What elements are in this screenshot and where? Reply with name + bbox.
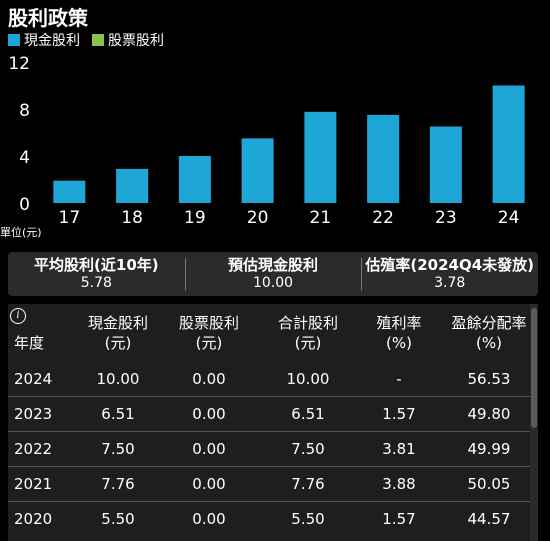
- table-cell: 2020: [14, 510, 53, 528]
- table-cell: 56.53: [467, 370, 511, 388]
- table-cell: 2022: [14, 440, 53, 458]
- header-label: 殖利率: [376, 314, 422, 332]
- table-header: 年度 現金股利 (元) 股票股利 (元) 合計股利 (元) 殖利率 (%) 盈餘…: [8, 304, 538, 362]
- table-cell: 5.50: [101, 510, 135, 528]
- x-tick-label: 17: [59, 208, 81, 228]
- header-stock-dividend: 股票股利 (元): [160, 313, 258, 353]
- y-axis-label: 單位(元): [0, 225, 42, 239]
- table-row: 2023 6.51 0.00 6.51 1.57 49.80: [8, 396, 538, 431]
- legend-swatch-stock: [92, 34, 104, 46]
- table-row: 2020 5.50 0.00 5.50 1.57 44.57: [8, 501, 538, 536]
- legend-item-stock[interactable]: 股票股利: [92, 30, 164, 50]
- table-cell: 49.80: [467, 405, 511, 423]
- header-total-dividend: 合計股利 (元): [258, 313, 358, 353]
- header-year: 年度: [8, 313, 76, 353]
- summary-value: 5.78: [80, 275, 112, 291]
- info-icon[interactable]: i: [10, 308, 26, 324]
- table-cell: 5.50: [291, 510, 325, 528]
- header-unit: (%): [386, 334, 412, 352]
- header-cash-dividend: 現金股利 (元): [76, 313, 160, 353]
- summary-value: 10.00: [252, 275, 294, 291]
- table-cell: 1.57: [382, 510, 416, 528]
- table-row: 2021 7.76 0.00 7.76 3.88 50.05: [8, 466, 538, 501]
- table-cell: 7.76: [291, 475, 325, 493]
- table-cell: 7.76: [101, 475, 135, 493]
- table-cell: 3.81: [382, 440, 416, 458]
- y-tick-label: 8: [19, 101, 30, 121]
- legend-label-cash: 現金股利: [24, 33, 80, 49]
- table-cell: 6.51: [291, 405, 325, 423]
- header-label: 股票股利: [178, 314, 239, 332]
- table-row: 2022 7.50 0.00 7.50 3.81 49.99: [8, 431, 538, 466]
- table-cell: 0.00: [192, 370, 226, 388]
- table-cell: 7.50: [291, 440, 325, 458]
- table-cell: 44.57: [467, 510, 511, 528]
- header-unit: (元): [294, 334, 322, 352]
- header-label: 盈餘分配率: [451, 314, 527, 332]
- header-yield: 殖利率 (%): [358, 313, 440, 353]
- header-unit: (%): [476, 334, 502, 352]
- x-tick-label: 19: [184, 208, 206, 228]
- table-cell: 0.00: [192, 440, 226, 458]
- y-tick-label: 0: [19, 195, 30, 215]
- table-row: 2024 10.00 0.00 10.00 - 56.53: [8, 362, 538, 396]
- table-cell: 2021: [14, 475, 53, 493]
- table-cell: 0.00: [192, 405, 226, 423]
- dividend-bar-chart: 0 4 8 12 單位(元) 17 18 19 20 21 22 23 24: [0, 54, 525, 239]
- table-cell: -: [396, 370, 402, 388]
- y-tick-label: 12: [8, 54, 30, 74]
- legend-swatch-cash: [8, 34, 20, 46]
- bar-cash: [53, 180, 86, 203]
- header-year-label: 年度: [14, 334, 45, 352]
- bar-cash: [492, 85, 525, 203]
- table-cell: 3.88: [382, 475, 416, 493]
- x-tick-label: 21: [310, 208, 332, 228]
- page-title: 股利政策: [8, 6, 88, 30]
- header-label: 現金股利: [87, 314, 148, 332]
- header-label: 合計股利: [277, 314, 338, 332]
- bar-cash: [241, 138, 274, 203]
- table-cell: 6.51: [101, 405, 135, 423]
- table-cell: 1.57: [382, 405, 416, 423]
- bar-cash: [178, 156, 211, 203]
- bar-cash: [367, 114, 400, 203]
- x-tick-label: 18: [121, 208, 143, 228]
- x-tick-label: 23: [435, 208, 457, 228]
- table-cell: 49.99: [467, 440, 511, 458]
- legend-item-cash[interactable]: 現金股利: [8, 30, 80, 50]
- header-payout-ratio: 盈餘分配率 (%): [440, 313, 538, 353]
- dividend-table[interactable]: i 年度 現金股利 (元) 股票股利 (元) 合計股利 (元) 殖利率 (%) …: [8, 304, 538, 541]
- summary-bar: 平均股利(近10年) 5.78 預估現金股利 10.00 估殖率(2024Q4未…: [8, 252, 538, 296]
- summary-label: 平均股利(近10年): [34, 256, 159, 274]
- table-cell: 2023: [14, 405, 53, 423]
- x-tick-label: 22: [372, 208, 394, 228]
- table-cell: 7.50: [101, 440, 135, 458]
- bar-cash: [304, 111, 337, 203]
- summary-label: 預估現金股利: [228, 256, 319, 274]
- table-cell: 2024: [14, 370, 53, 388]
- y-tick-label: 4: [19, 148, 30, 168]
- summary-est-cash-dividend: 預估現金股利 10.00: [184, 252, 362, 296]
- legend-label-stock: 股票股利: [108, 33, 164, 49]
- table-cell: 0.00: [192, 510, 226, 528]
- summary-avg-dividend: 平均股利(近10年) 5.78: [8, 252, 185, 296]
- summary-est-yield: 估殖率(2024Q4未發放) 3.78: [361, 252, 538, 296]
- table-scrollbar-thumb[interactable]: [531, 308, 537, 428]
- summary-value: 3.78: [434, 275, 466, 291]
- x-tick-label: 20: [247, 208, 269, 228]
- table-cell: 10.00: [96, 370, 140, 388]
- table-scrollbar[interactable]: [530, 304, 538, 541]
- header-unit: (元): [195, 334, 223, 352]
- table-cell: 0.00: [192, 475, 226, 493]
- chart-legend: 現金股利 股票股利: [8, 30, 176, 50]
- bar-cash: [116, 168, 149, 203]
- summary-label: 估殖率(2024Q4未發放): [365, 256, 534, 274]
- header-unit: (元): [104, 334, 132, 352]
- x-tick-label: 24: [498, 208, 520, 228]
- table-cell: 50.05: [467, 475, 511, 493]
- table-cell: 10.00: [286, 370, 330, 388]
- bar-cash: [429, 126, 462, 203]
- table-body: 2024 10.00 0.00 10.00 - 56.53 2023 6.51 0.00 6.51…: [8, 362, 538, 536]
